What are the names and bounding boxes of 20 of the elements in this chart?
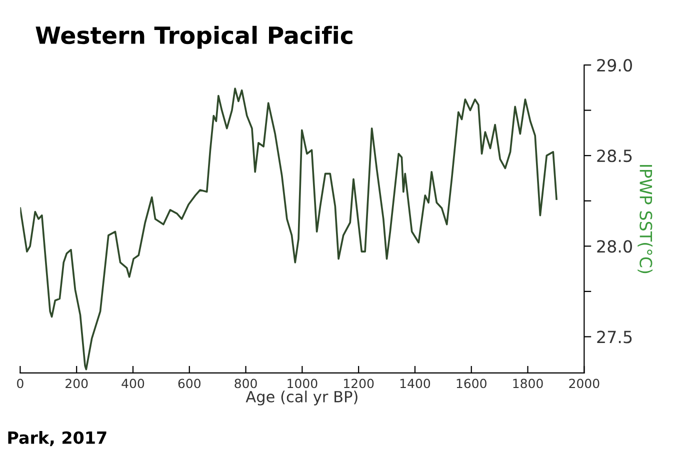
text: Park, 2017 bbox=[8, 431, 106, 446]
x-tick-label: 1800 bbox=[513, 378, 543, 388]
chart-title: Western Tropical Pacific bbox=[36, 26, 352, 49]
y-axis-title: IPWP SST(°C) bbox=[638, 165, 653, 274]
x-tick-label: 800 bbox=[234, 378, 257, 388]
x-tick-label: 400 bbox=[122, 378, 144, 388]
x-tick-label: 1000 bbox=[288, 378, 318, 388]
line-series bbox=[20, 88, 558, 370]
x-tick-label: 0 bbox=[17, 378, 24, 388]
y-tick-label: 28.0 bbox=[597, 240, 632, 253]
y-tick-label: 27.5 bbox=[597, 330, 632, 344]
x-tick-label: 1600 bbox=[456, 378, 486, 388]
x-tick-label: 1200 bbox=[344, 378, 374, 388]
y-tick-label: 28.5 bbox=[597, 150, 632, 162]
x-tick-label: 600 bbox=[178, 378, 200, 388]
x-tick-label: 1400 bbox=[400, 378, 430, 388]
x-axis-title: Age (cal yr BP) bbox=[246, 390, 358, 406]
x-tick-label: 2000 bbox=[569, 378, 600, 388]
x-tick-label: 200 bbox=[66, 378, 88, 388]
y-tick-label: 29.0 bbox=[597, 58, 632, 72]
